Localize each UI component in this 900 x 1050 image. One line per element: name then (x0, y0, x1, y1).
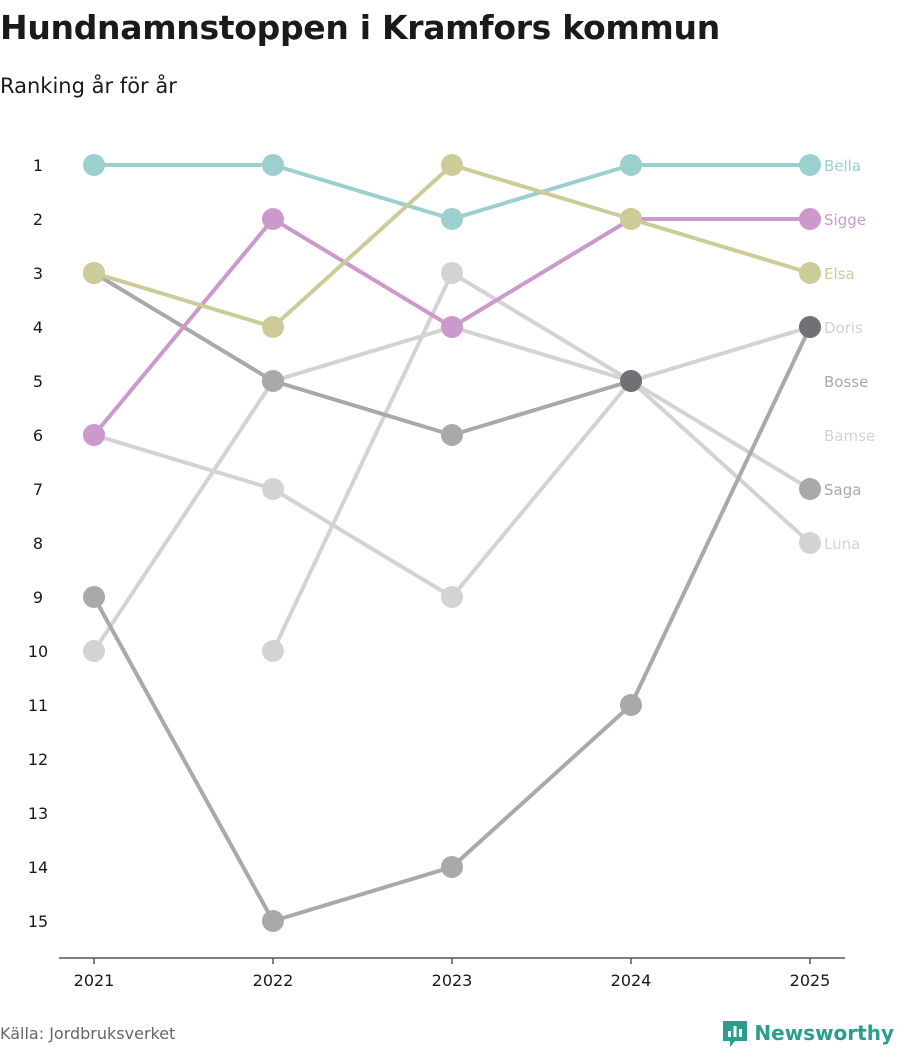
point-saga-2023 (441, 586, 463, 608)
point-elsa-2025 (799, 262, 821, 284)
end-label-sigge: Sigge (824, 211, 866, 229)
source-note: Källa: Jordbruksverket (0, 1024, 176, 1043)
brand-name: Newsworthy (754, 1021, 894, 1045)
point-luna-2023 (441, 262, 463, 284)
y-tick-label-7: 7 (33, 480, 43, 499)
point-saga-2025 (799, 478, 821, 500)
point-bosse-2024 (620, 370, 642, 392)
point-elsa-2024 (620, 208, 642, 230)
point-sigge-2025 (799, 208, 821, 230)
point-bella-2021 (83, 154, 105, 176)
series-line-doris (92, 326, 812, 923)
y-tick-label-5: 5 (33, 372, 43, 391)
point-bamse-2021 (83, 640, 105, 662)
point-bella-2024 (620, 154, 642, 176)
end-label-bamse: Bamse (824, 427, 875, 445)
series-line-luna (271, 271, 812, 652)
x-tick-label-2024: 2024 (611, 971, 652, 990)
x-tick-label-2022: 2022 (253, 971, 294, 990)
newsworthy-logo-icon (723, 1021, 748, 1047)
point-elsa-2023 (441, 154, 463, 176)
x-tick-label-2023: 2023 (432, 971, 473, 990)
y-tick-label-3: 3 (33, 264, 43, 283)
point-bella-2022 (262, 154, 284, 176)
point-bella-2025 (799, 154, 821, 176)
end-label-elsa: Elsa (824, 265, 855, 283)
point-luna-2025 (799, 532, 821, 554)
chart-subtitle: Ranking år för år (0, 74, 177, 98)
point-doris-2025 (799, 316, 821, 338)
point-bosse-2023 (441, 424, 463, 446)
y-tick-label-11: 11 (28, 696, 48, 715)
point-elsa-2022 (262, 316, 284, 338)
point-doris-2021 (83, 586, 105, 608)
point-bella-2023 (441, 208, 463, 230)
y-tick-label-1: 1 (33, 156, 43, 175)
x-tick-label-2025: 2025 (790, 971, 831, 990)
y-tick-label-9: 9 (33, 588, 43, 607)
y-tick-label-13: 13 (28, 804, 48, 823)
end-label-saga: Saga (824, 481, 861, 499)
x-tick-label-2021: 2021 (74, 971, 115, 990)
point-luna-2022 (262, 640, 284, 662)
point-bosse-2022 (262, 370, 284, 392)
y-tick-label-6: 6 (33, 426, 43, 445)
point-saga-2022 (262, 478, 284, 500)
point-doris-2023 (441, 856, 463, 878)
point-sigge-2023 (441, 316, 463, 338)
y-tick-label-12: 12 (28, 750, 48, 769)
point-doris-2022 (262, 910, 284, 932)
end-label-doris: Doris (824, 319, 863, 337)
end-label-luna: Luna (824, 535, 860, 553)
brand[interactable]: Newsworthy (722, 1018, 894, 1048)
y-tick-label-15: 15 (28, 912, 48, 931)
chart-title: Hundnamnstoppen i Kramfors kommun (0, 8, 720, 47)
end-label-bella: Bella (824, 157, 861, 175)
y-tick-label-4: 4 (33, 318, 43, 337)
point-sigge-2022 (262, 208, 284, 230)
point-doris-2024 (620, 694, 642, 716)
y-tick-label-2: 2 (33, 210, 43, 229)
y-tick-label-14: 14 (28, 858, 48, 877)
end-label-bosse: Bosse (824, 373, 868, 391)
point-sigge-2021 (83, 424, 105, 446)
y-tick-label-10: 10 (28, 642, 48, 661)
point-elsa-2021 (83, 262, 105, 284)
y-tick-label-8: 8 (33, 534, 43, 553)
